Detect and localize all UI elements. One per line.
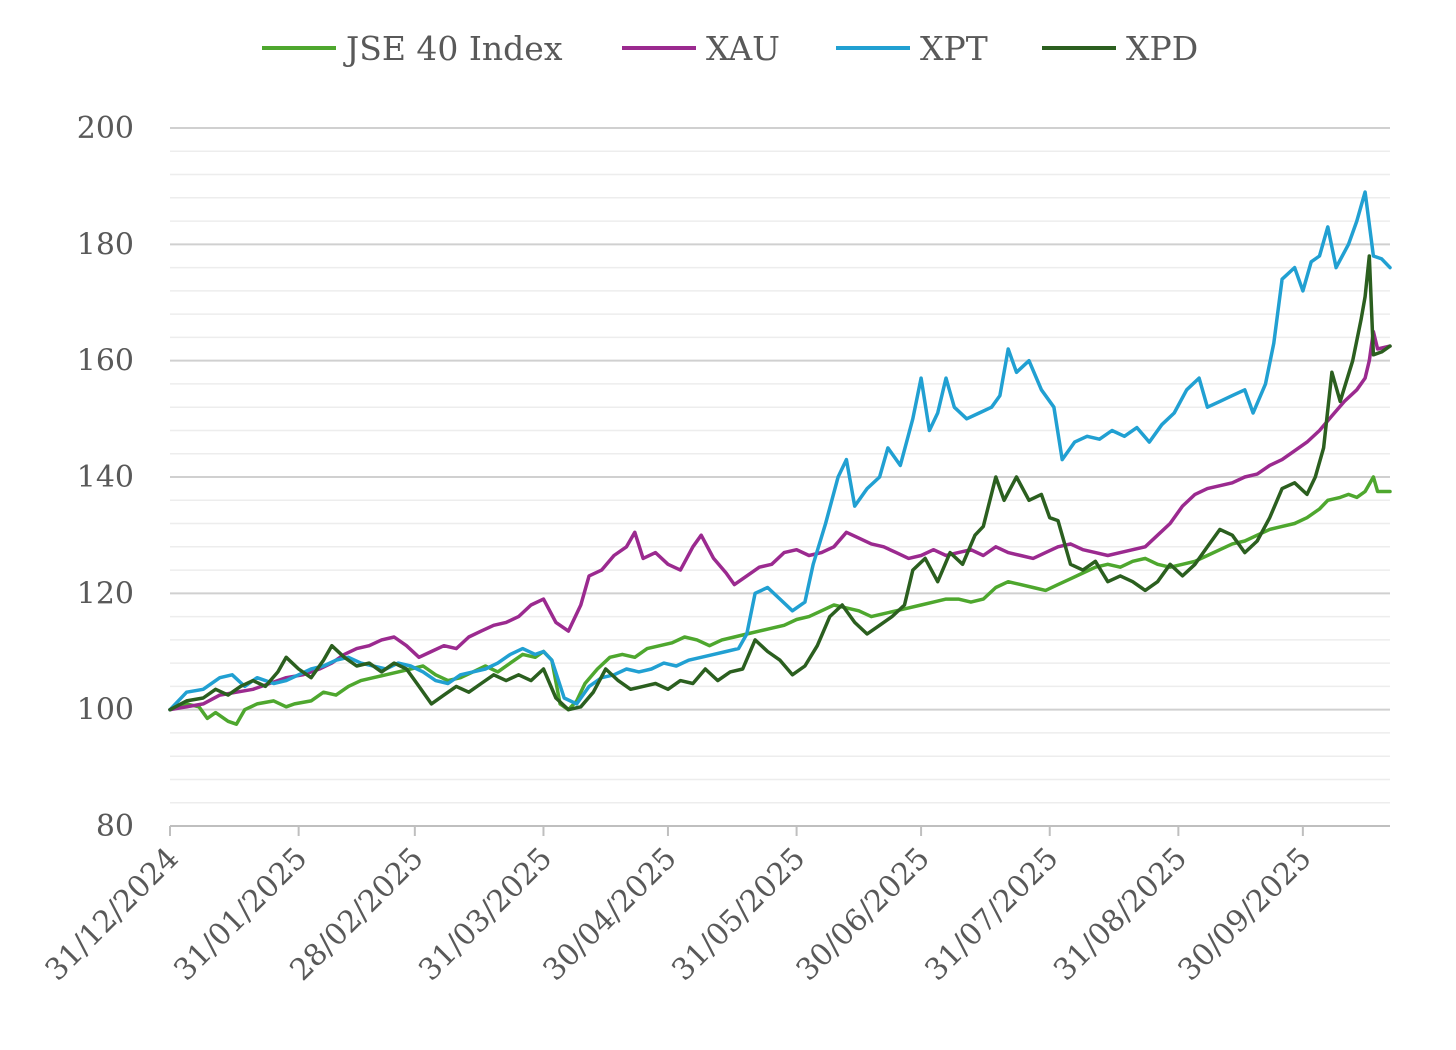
x-tick-label: 31/12/2024: [39, 841, 186, 988]
y-tick-label: 80: [96, 809, 134, 844]
legend-label-xpd: XPD: [1126, 29, 1198, 68]
series-line-jse-40-index: [168, 475, 1392, 726]
x-tick-label: 31/08/2025: [1047, 841, 1194, 988]
y-tick-label: 160: [77, 344, 134, 379]
y-tick-label: 200: [77, 111, 134, 146]
series-line-xpd: [168, 254, 1392, 712]
x-tick-label: 31/05/2025: [665, 841, 812, 988]
legend-item-jse40: JSE 40 Index: [262, 29, 563, 68]
series-lines: [168, 190, 1392, 726]
legend-label-xpt: XPT: [920, 29, 988, 68]
y-tick-label: 140: [77, 460, 134, 495]
x-tick-label: 30/04/2025: [537, 841, 684, 988]
x-tick-label: 30/09/2025: [1171, 841, 1318, 988]
y-tick-label: 100: [77, 693, 134, 728]
x-tick-label: 31/03/2025: [412, 841, 559, 988]
series-line-xau: [168, 329, 1392, 712]
series-line-xpt: [168, 190, 1392, 712]
y-tick-label: 120: [77, 576, 134, 611]
legend-label-xau: XAU: [706, 29, 780, 68]
y-tick-label: 180: [77, 227, 134, 262]
legend-item-xpt: XPT: [836, 29, 988, 68]
gridlines: [170, 127, 1390, 804]
legend-item-xau: XAU: [622, 29, 780, 68]
legend: JSE 40 Index XAU XPT XPD: [262, 29, 1198, 68]
legend-item-xpd: XPD: [1042, 29, 1198, 68]
legend-label-jse40: JSE 40 Index: [343, 29, 563, 68]
x-tick-label: 31/07/2025: [918, 841, 1065, 988]
x-tick-label: 30/06/2025: [790, 841, 937, 988]
y-axis: 80 100 120 140 160 180 200: [77, 111, 134, 844]
x-axis: 31/12/202431/01/202528/02/202531/03/2025…: [39, 825, 1390, 988]
